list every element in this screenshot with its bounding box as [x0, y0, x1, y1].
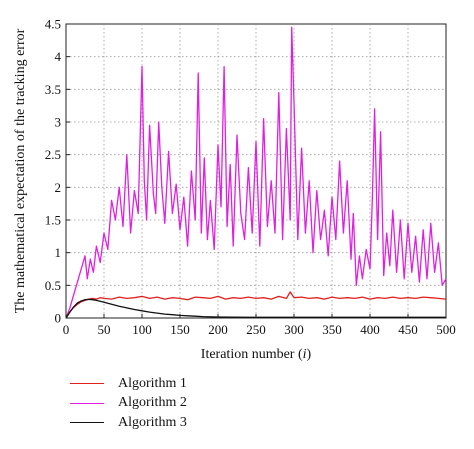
series-line-algorithm-2 [65, 26, 447, 319]
x-tick-label: 200 [208, 322, 228, 337]
y-axis-label: The mathematical expectation of the trac… [13, 28, 28, 313]
legend: Algorithm 1 Algorithm 2 Algorithm 3 [70, 374, 187, 433]
y-tick-label: 1.5 [45, 213, 61, 228]
x-tick-label: 100 [132, 322, 152, 337]
y-tick-label: 2.5 [45, 147, 61, 162]
x-tick-label: 400 [360, 322, 380, 337]
x-axis-label: Iteration number (i) [201, 347, 312, 362]
y-tick-label: 3.5 [45, 82, 61, 97]
legend-swatch-algorithm-2 [70, 402, 104, 404]
x-tick-label: 350 [322, 322, 342, 337]
y-tick-label: 1 [55, 245, 62, 260]
y-tick-label: 4.5 [45, 17, 61, 32]
series-layer [65, 26, 447, 319]
y-tick-label: 0.5 [45, 278, 61, 293]
y-tick-label: 2 [55, 180, 62, 195]
series-line-algorithm-3 [65, 298, 446, 319]
x-tick-label: 450 [398, 322, 418, 337]
legend-label: Algorithm 3 [118, 414, 187, 430]
x-tick-label: 300 [284, 322, 304, 337]
y-tick-label: 3 [55, 115, 62, 130]
legend-item-algorithm-3: Algorithm 3 [70, 413, 187, 433]
line-chart: 0 50 100 150 200 250 300 350 400 450 500 0 0.5 1 1.5 2 2… [13, 17, 456, 363]
legend-swatch-algorithm-1 [70, 383, 104, 385]
x-tick-label: 0 [63, 322, 70, 337]
legend-item-algorithm-1: Algorithm 1 [70, 374, 187, 394]
legend-label: Algorithm 2 [118, 395, 187, 411]
x-tick-label: 50 [98, 322, 111, 337]
y-tick-label: 4 [55, 49, 62, 64]
legend-label: Algorithm 1 [118, 375, 187, 391]
legend-swatch-algorithm-3 [70, 422, 104, 424]
series-line-algorithm-1 [65, 291, 447, 319]
x-tick-label: 250 [246, 322, 266, 337]
x-tick-label: 500 [436, 322, 456, 337]
ticks: 0 50 100 150 200 250 300 350 400 450 500 0 0.5 1 1.5 2 2… [45, 17, 456, 338]
x-tick-label: 150 [170, 322, 190, 337]
y-tick-label: 0 [55, 311, 62, 326]
legend-item-algorithm-2: Algorithm 2 [70, 394, 187, 414]
